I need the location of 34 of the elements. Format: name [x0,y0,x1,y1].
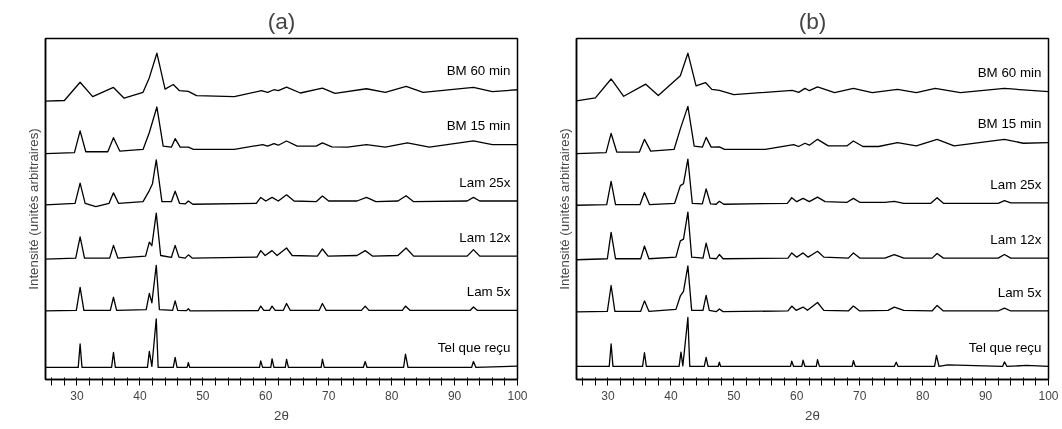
x-tick-label: 30 [70,388,84,403]
y-axis-title: Intensité (unités arbitraires) [556,128,572,290]
chart-title: (b) [798,7,827,34]
x-tick-label: 100 [507,388,528,403]
series-label: BM 60 min [446,63,511,79]
x-tick-label: 80 [384,388,399,403]
x-tick-label: 60 [259,388,273,403]
series-label: BM 15 min [977,116,1042,132]
series-label: Lam 12x [990,231,1042,247]
series-label: Lam 25x [459,174,511,190]
x-tick-label: 50 [196,388,210,403]
x-axis-title: 2θ [274,407,289,423]
x-axis-title: 2θ [805,407,820,423]
x-tick-label: 90 [978,388,993,403]
x-tick-label: 50 [727,388,741,403]
series-label: Lam 5x [997,284,1042,300]
x-tick-label: 40 [664,388,678,403]
x-tick-label: 90 [447,388,462,403]
y-axis-title: Intensité (unités arbitraires) [25,128,41,290]
x-tick-label: 70 [853,388,867,403]
series-label: Tel que reçu [437,339,511,355]
series-label: Lam 12x [459,229,511,245]
x-tick-label: 70 [322,388,336,403]
x-tick-label: 30 [601,388,615,403]
series-label: Lam 25x [990,176,1042,192]
chart-title: (a) [267,7,296,34]
x-tick-label: 60 [790,388,804,403]
x-tick-label: 80 [915,388,930,403]
series-label: BM 15 min [446,118,511,134]
series-label: Tel que reçu [968,340,1042,356]
x-tick-label: 100 [1038,388,1059,403]
series-label: BM 60 min [977,65,1042,81]
series-label: Lam 5x [466,283,511,299]
x-tick-label: 40 [133,388,147,403]
